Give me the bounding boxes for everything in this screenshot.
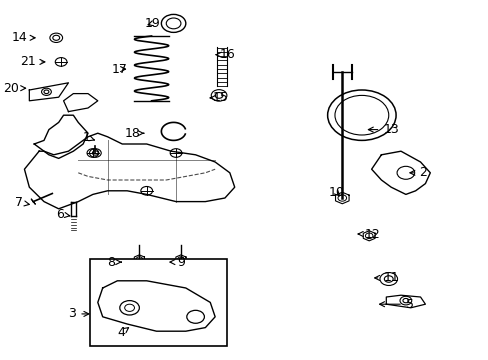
Text: 21: 21	[20, 55, 45, 68]
Circle shape	[186, 310, 204, 323]
Text: 20: 20	[3, 82, 25, 95]
Circle shape	[124, 304, 134, 311]
Text: 14: 14	[12, 31, 35, 44]
Text: 13: 13	[367, 123, 398, 136]
Text: 6: 6	[56, 208, 70, 221]
Bar	[90, 259, 227, 346]
Text: 10: 10	[328, 186, 344, 199]
Text: 2: 2	[409, 166, 426, 179]
Text: 17: 17	[112, 63, 127, 76]
Text: 12: 12	[358, 228, 380, 240]
Text: 16: 16	[216, 48, 235, 61]
Text: 19: 19	[144, 17, 160, 30]
Text: 8: 8	[107, 256, 121, 269]
Text: 5: 5	[379, 298, 413, 311]
Text: 7: 7	[15, 196, 29, 209]
Polygon shape	[371, 151, 429, 194]
Text: 18: 18	[125, 127, 143, 140]
Text: 4: 4	[117, 327, 128, 339]
Text: 15: 15	[210, 91, 228, 104]
Circle shape	[396, 166, 414, 179]
Text: 9: 9	[170, 256, 184, 269]
Text: 1: 1	[83, 131, 94, 144]
Text: 3: 3	[68, 307, 89, 320]
Polygon shape	[98, 281, 215, 331]
Text: 11: 11	[374, 271, 398, 284]
Circle shape	[120, 301, 139, 315]
